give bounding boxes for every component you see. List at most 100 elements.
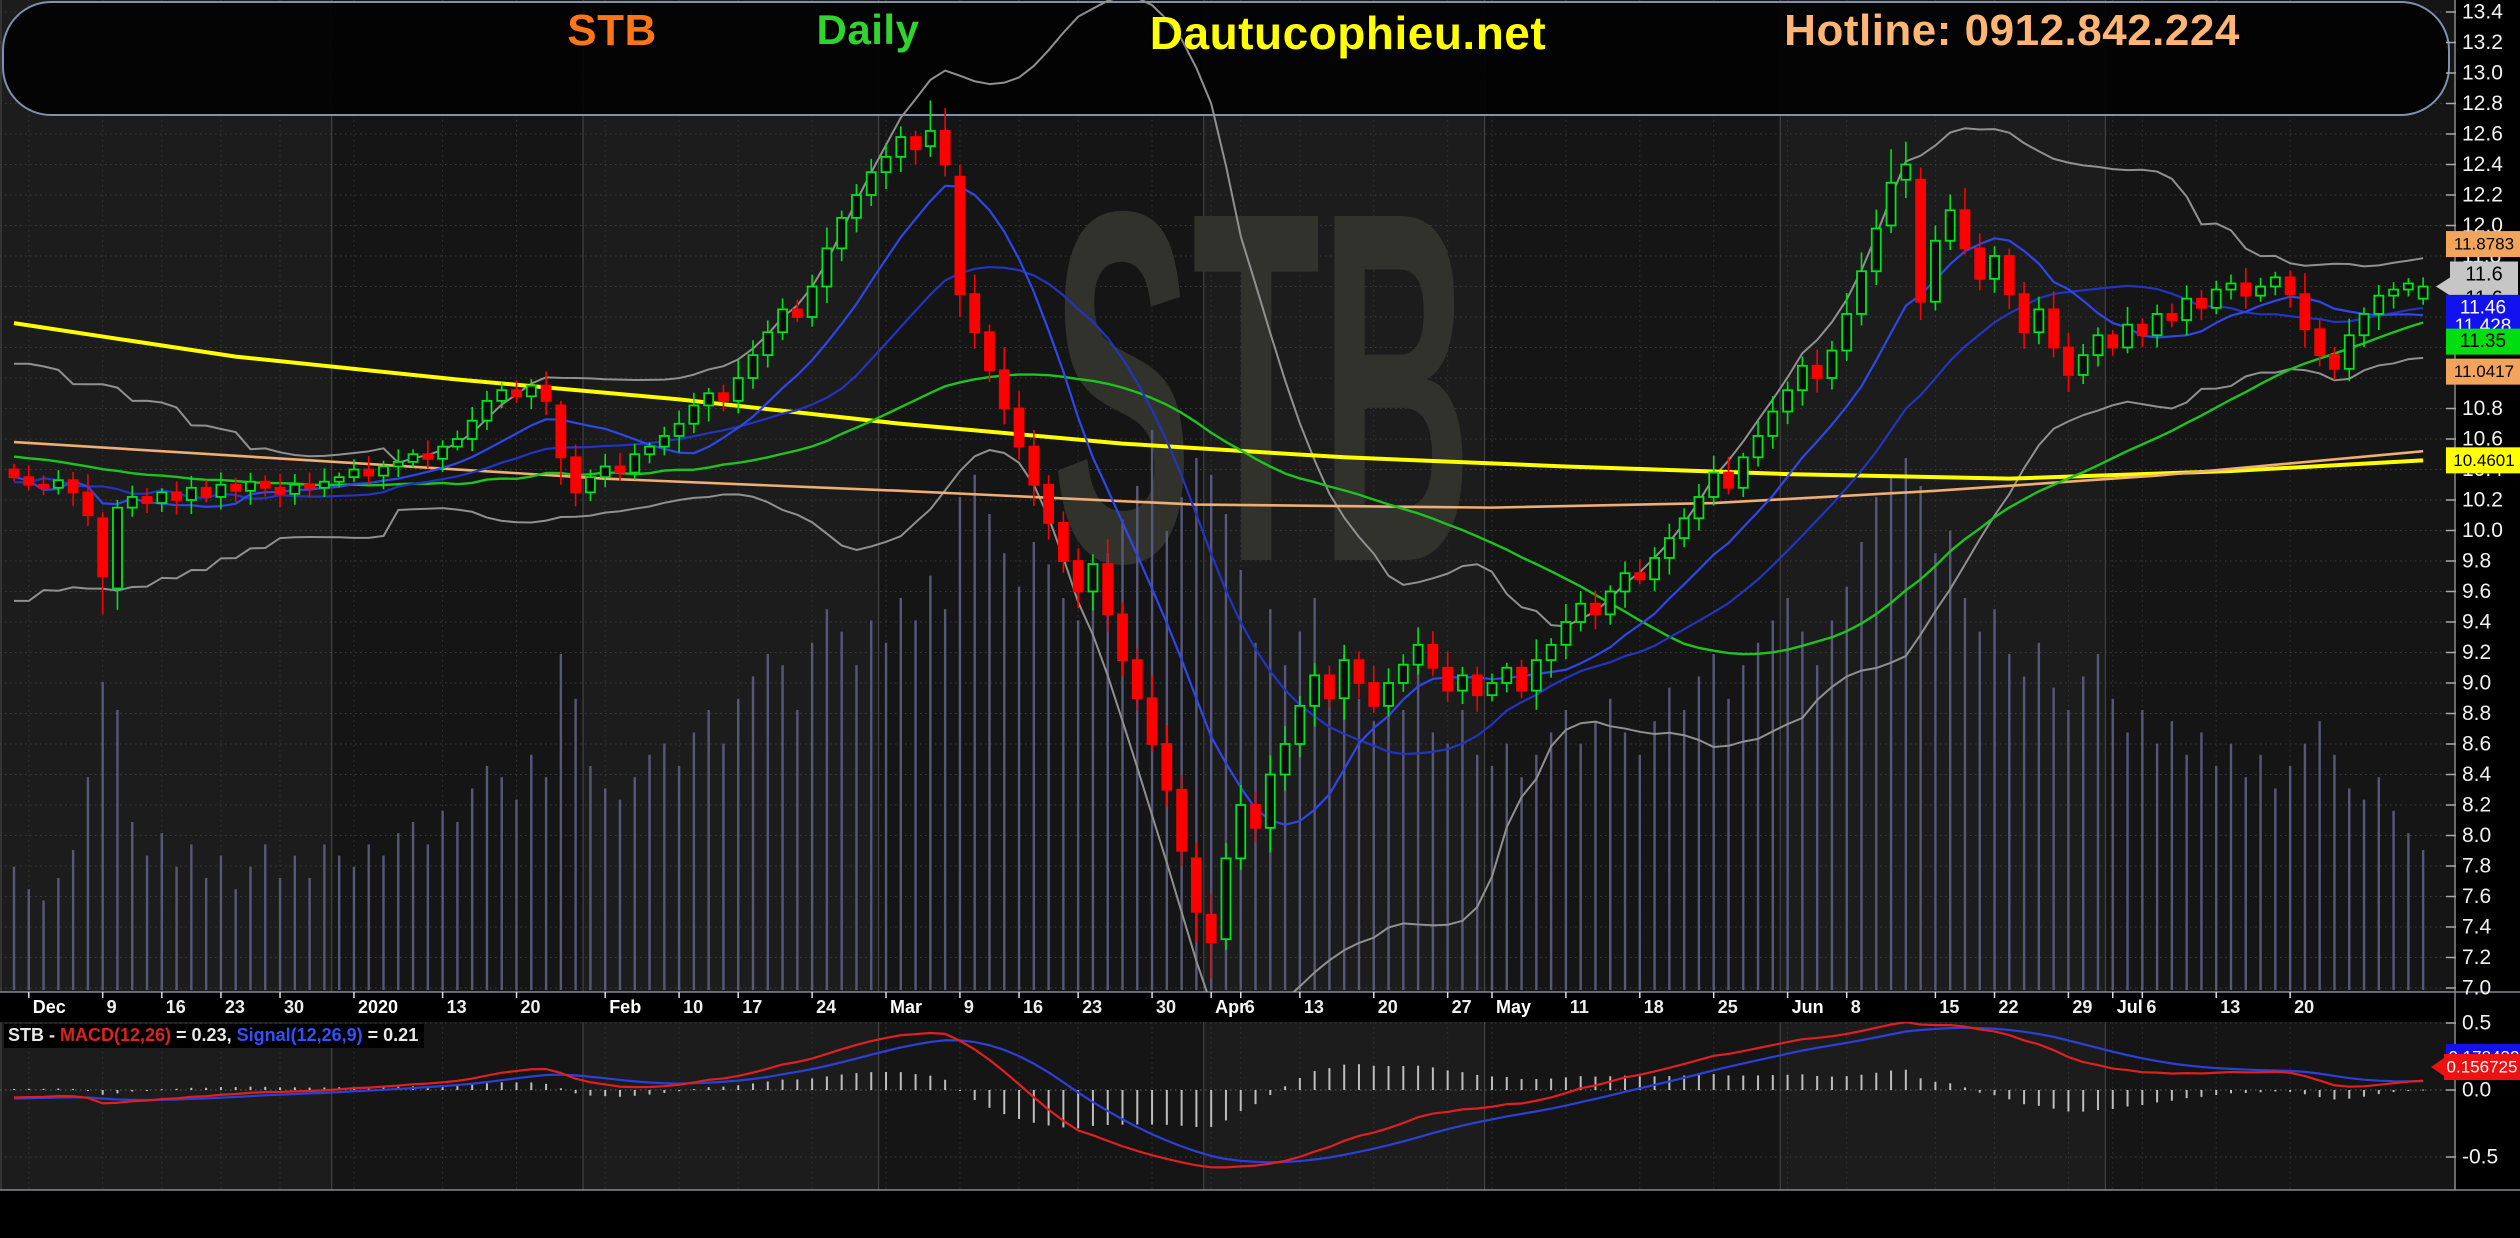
candle-down [1516, 666, 1527, 692]
volume-bar [707, 710, 710, 990]
price-tick-label: 12.8 [2462, 92, 2503, 115]
volume-bar [1239, 570, 1242, 990]
axis-tag: 11.0417 [2446, 358, 2520, 385]
volume-bar [1106, 553, 1109, 990]
macd-histogram-bar [752, 1083, 754, 1090]
volume-bar [27, 889, 30, 990]
svg-text:10.4601: 10.4601 [2453, 451, 2514, 470]
volume-bar [1062, 598, 1065, 990]
volume-bar [71, 850, 75, 990]
candle-up [481, 399, 493, 422]
macd-histogram-bar [2067, 1090, 2070, 1112]
macd-histogram-bar [456, 1085, 459, 1090]
volume-bar [1535, 754, 1538, 990]
candle-down [1590, 602, 1601, 616]
macd-histogram-bar [323, 1087, 326, 1090]
date-tick-label: 30 [1156, 997, 1176, 1017]
candle-up [1678, 517, 1690, 540]
macd-histogram-bar [2096, 1090, 2099, 1110]
candle-up [215, 483, 227, 498]
volume-bar [1431, 732, 1435, 990]
candle-up [126, 496, 138, 509]
macd-histogram-bar [1890, 1070, 1893, 1090]
volume-bar [914, 620, 917, 990]
volume-bar [337, 855, 341, 990]
volume-bar [57, 878, 60, 990]
macd-histogram-bar [485, 1083, 488, 1090]
volume-bar [2008, 654, 2011, 990]
macd-histogram-bar [1801, 1074, 1804, 1090]
candle-up [1501, 666, 1513, 684]
volume-bar [692, 732, 696, 990]
volume-bar [367, 844, 370, 990]
volume-bar [1786, 598, 1789, 990]
volume-bar [1224, 514, 1228, 990]
macd-histogram-bar [2363, 1090, 2366, 1097]
candle-up [1545, 643, 1557, 662]
svg-text:11.0417: 11.0417 [2454, 362, 2514, 381]
candle-up [318, 480, 330, 489]
volume-bar [1461, 710, 1464, 990]
candle-down [540, 384, 552, 402]
volume-bar [175, 866, 178, 990]
macd-histogram-bar [1579, 1076, 1582, 1090]
candle-down [1634, 572, 1646, 581]
macd-histogram-bar [116, 1090, 119, 1094]
volume-bar [1298, 631, 1302, 990]
macd-histogram-bar [2422, 1089, 2425, 1091]
candle-down [141, 496, 153, 504]
macd-histogram-bar [308, 1087, 311, 1090]
candle-down [1131, 659, 1143, 700]
price-tick-label: 12.4 [2462, 153, 2503, 176]
candle-up [1737, 456, 1749, 489]
macd-histogram-bar [146, 1090, 149, 1091]
candle-down [1176, 788, 1188, 852]
date-axis-labels[interactable]: Dec 9 16 23 30 2020 13 20 Feb 10 17 24 Mar 9 16 23 30 Apr… [28, 992, 2314, 1017]
macd-panel [13, 1022, 2425, 1169]
candle-down [1072, 560, 1084, 593]
price-tick-label: 7.2 [2462, 946, 2491, 969]
volume-bar [2333, 754, 2336, 990]
volume-bar [855, 665, 858, 990]
volume-bar [1402, 710, 1405, 990]
date-tick-label: Apr [1215, 997, 1246, 1017]
macd-label-symbol: STB - [8, 1025, 60, 1045]
candle-down [1043, 483, 1054, 524]
svg-text:11.46: 11.46 [2460, 297, 2506, 318]
price-tick-label: 9.0 [2462, 672, 2491, 695]
volume-bar [131, 822, 134, 990]
macd-histogram-bar [500, 1082, 503, 1090]
macd-histogram-bar [72, 1088, 75, 1090]
macd-histogram-bar [973, 1090, 976, 1101]
volume-bar [1357, 698, 1361, 990]
candle-down [2018, 293, 2030, 334]
header-site: Dautucophieu.net [1149, 7, 1547, 59]
candle-up [1796, 364, 1808, 392]
volume-bar [1416, 665, 1420, 990]
date-tick-label: 20 [521, 997, 541, 1017]
macd-histogram-bar [234, 1087, 237, 1090]
candle-down [718, 392, 729, 402]
macd-histogram-bar [1624, 1075, 1627, 1090]
candle-down [614, 465, 626, 474]
volume-bar [958, 497, 962, 990]
candle-up [348, 468, 360, 479]
macd-histogram-bar [796, 1079, 799, 1090]
candle-down [1811, 364, 1823, 379]
volume-bar [1815, 665, 1819, 990]
candle-up [289, 483, 301, 495]
macd-histogram-bar [1845, 1076, 1848, 1090]
svg-text:0.156725: 0.156725 [2447, 1057, 2518, 1076]
candle-up [880, 155, 892, 174]
candle-up [1264, 773, 1276, 829]
volume-bar [1889, 474, 1893, 990]
candle-down [2003, 255, 2015, 296]
macd-histogram-bar [678, 1090, 681, 1092]
date-tick-label: 20 [1378, 997, 1398, 1017]
macd-histogram-bar [1934, 1081, 1937, 1090]
macd-histogram-bar [1609, 1076, 1612, 1090]
volume-bar [249, 866, 252, 990]
volume-bar [663, 743, 666, 990]
